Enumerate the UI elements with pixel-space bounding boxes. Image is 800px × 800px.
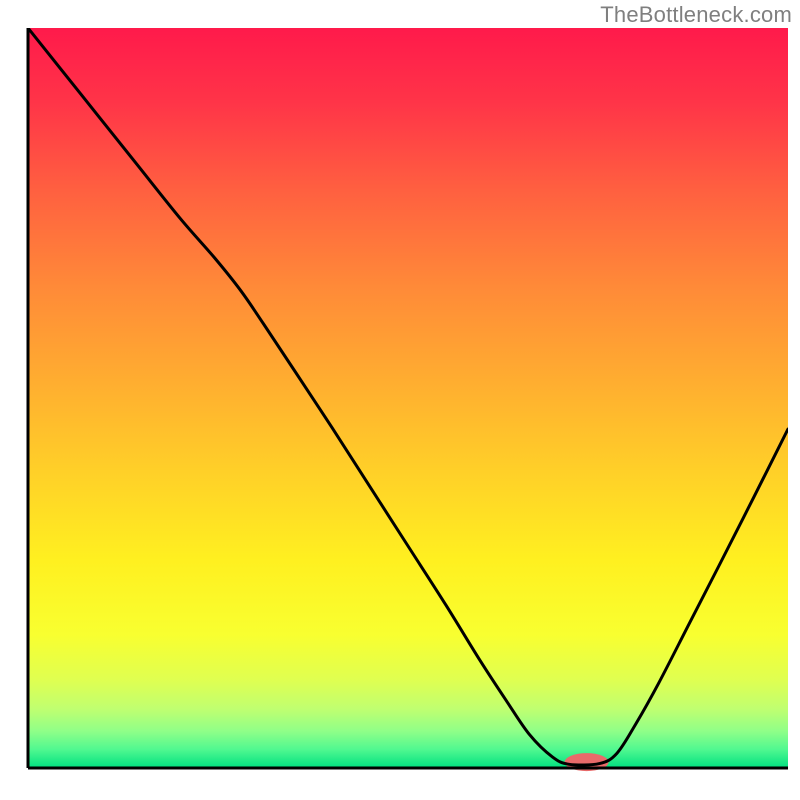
bottleneck-chart bbox=[0, 0, 800, 800]
gradient-fill bbox=[28, 28, 788, 768]
chart-container: TheBottleneck.com bbox=[0, 0, 800, 800]
watermark-text: TheBottleneck.com bbox=[600, 2, 792, 28]
